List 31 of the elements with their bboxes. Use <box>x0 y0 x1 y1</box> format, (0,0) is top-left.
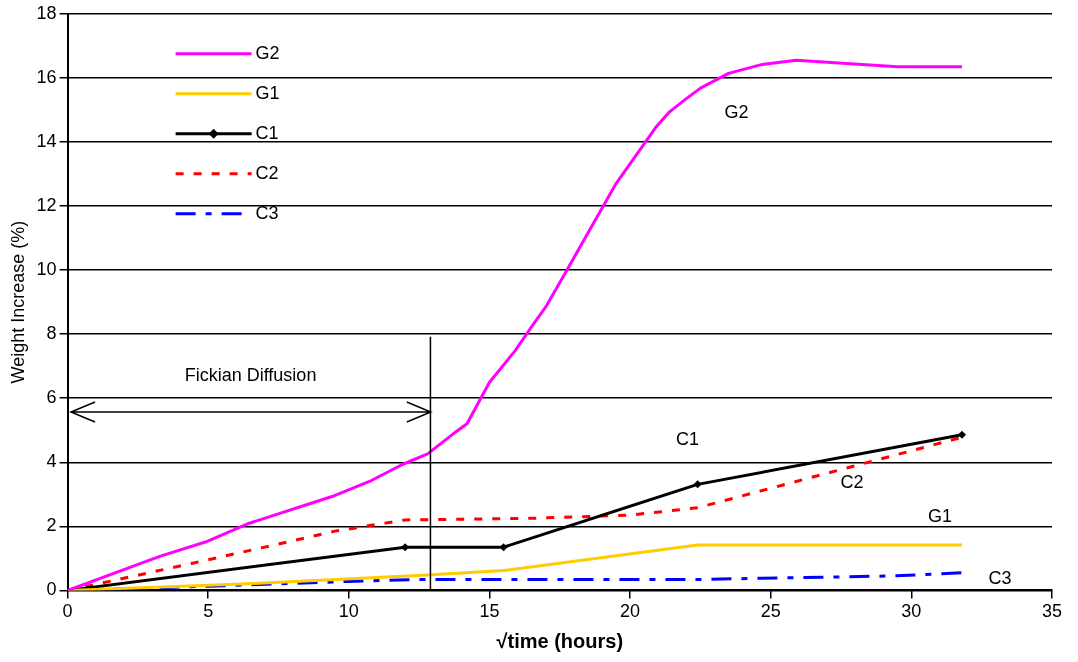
x-tick-label: 15 <box>479 601 500 622</box>
x-axis-title: √time (hours) <box>496 629 624 652</box>
y-axis-title: Weight Increase (%) <box>7 220 28 384</box>
x-tick-label: 10 <box>338 601 359 622</box>
text: C1 <box>676 429 700 450</box>
text: G2 <box>724 102 749 123</box>
x-tick-label: 5 <box>203 601 214 622</box>
legend-label: C2 <box>255 162 279 183</box>
text: G1 <box>927 505 953 526</box>
y-tick-label: 10 <box>36 259 57 280</box>
legend-label: G2 <box>255 42 280 63</box>
y-tick-label: 12 <box>36 194 57 215</box>
y-tick-label: 6 <box>46 387 57 408</box>
x-tick-label: 0 <box>62 601 73 622</box>
x-tick-label: 30 <box>901 601 922 622</box>
legend-label: C1 <box>255 122 279 143</box>
y-tick-label: 8 <box>46 323 57 344</box>
y-tick-label: 14 <box>36 130 57 151</box>
x-tick-label: 35 <box>1041 601 1063 622</box>
y-tick-label: 2 <box>46 515 57 536</box>
x-tick-label: 20 <box>620 601 641 622</box>
y-tick-label: 18 <box>36 2 57 23</box>
text: C3 <box>988 567 1012 588</box>
x-tick-label: 25 <box>760 601 781 622</box>
y-tick-label: 16 <box>36 66 57 87</box>
y-tick-label: 0 <box>46 579 57 600</box>
text: C2 <box>840 472 864 493</box>
y-tick-label: 4 <box>46 451 57 472</box>
legend-label: G1 <box>255 82 280 103</box>
legend-label: C3 <box>255 202 279 223</box>
annotation: Fickian Diffusion <box>184 364 317 385</box>
